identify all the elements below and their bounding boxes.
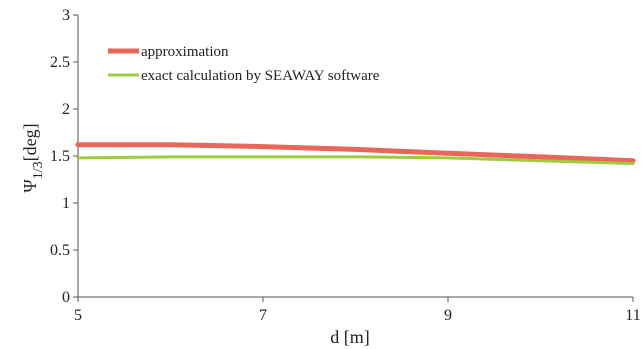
y-tick-label: 1 [62, 195, 70, 212]
series-line-exact-calculation [76, 155, 635, 165]
y-tick-label: 0.5 [50, 242, 70, 259]
legend-label-exact-calculation: exact calculation by SEAWAY software [141, 68, 380, 84]
y-axis-title-unit: [deg] [20, 123, 40, 161]
y-axis-title-symbol: Ψ [20, 179, 40, 193]
y-axis-ticks: 0 0.5 1 1.5 2 2.5 3 [50, 7, 78, 306]
y-tick-label: 1.5 [50, 148, 70, 165]
y-tick-label: 3 [62, 7, 70, 24]
y-tick-label: 2.5 [50, 54, 70, 71]
x-tick-label: 11 [625, 307, 640, 324]
legend-label-approximation: approximation [141, 44, 229, 60]
series-line-approximation [75, 142, 636, 164]
y-axis-title-subscript: 1/3 [31, 161, 46, 179]
series-lines [75, 142, 636, 165]
x-axis-ticks: 5 7 9 11 [74, 297, 641, 324]
x-tick-label: 9 [444, 307, 452, 324]
y-tick-label: 2 [62, 101, 70, 118]
legend: approximation exact calculation by SEAWA… [108, 44, 380, 84]
x-tick-label: 7 [259, 307, 267, 324]
y-axis-title: Ψ1/3[deg] [20, 123, 46, 192]
y-tick-label: 0 [62, 289, 70, 306]
x-axis-title: d [m] [330, 327, 370, 347]
x-tick-label: 5 [74, 307, 82, 324]
